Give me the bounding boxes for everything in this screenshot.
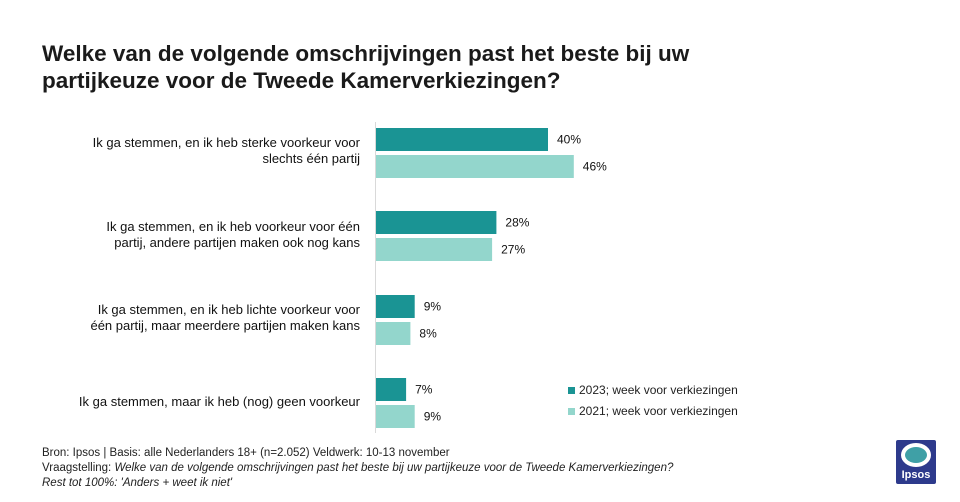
footer-question-text: Welke van de volgende omschrijvingen pas… xyxy=(114,462,674,474)
footer-source: Bron: Ipsos | Basis: alle Nederlanders 1… xyxy=(42,447,450,459)
footer-rest-text: Rest tot 100%: 'Anders + weet ik niet' xyxy=(42,477,233,489)
category-label-3-line-1: Ik ga stemmen, en ik heb lichte voorkeur… xyxy=(97,302,360,317)
legend-label-2021: 2021; week voor verkiezingen xyxy=(579,404,738,418)
logo-inner-shape xyxy=(905,447,927,463)
bar-2021-3 xyxy=(376,322,411,345)
bar-2021-4 xyxy=(376,405,415,428)
category-label-3-line-2: één partij, maar meerdere partijen maken… xyxy=(90,318,360,333)
legend-item-2021: 2021; week voor verkiezingen xyxy=(568,404,738,418)
chart-title: Welke van de volgende omschrijvingen pas… xyxy=(42,40,902,94)
logo-text: Ipsos xyxy=(901,469,931,481)
data-label-2023-1: 40% xyxy=(557,133,581,147)
category-label-4-line-1: Ik ga stemmen, maar ik heb (nog) geen vo… xyxy=(78,394,360,409)
data-label-2021-3: 8% xyxy=(419,327,437,341)
ipsos-logo: Ipsos xyxy=(896,440,936,484)
legend-label-2023: 2023; week voor verkiezingen xyxy=(579,383,738,397)
footer-rest-note: Rest tot 100%: 'Anders + weet ik niet' xyxy=(42,476,232,491)
data-label-2023-4: 7% xyxy=(415,383,433,397)
category-label-2-line-1: Ik ga stemmen, en ik heb voorkeur voor é… xyxy=(106,219,360,234)
bar-2021-1 xyxy=(376,155,574,178)
category-label-1-line-1: Ik ga stemmen, en ik heb sterke voorkeur… xyxy=(92,135,360,150)
data-label-2023-3: 9% xyxy=(424,300,442,314)
title-line-1: Welke van de volgende omschrijvingen pas… xyxy=(42,41,690,66)
bar-2023-2 xyxy=(376,211,497,234)
legend-item-2023: 2023; week voor verkiezingen xyxy=(568,383,738,397)
bar-2021-2 xyxy=(376,238,493,261)
category-label-4: Ik ga stemmen, maar ik heb (nog) geen vo… xyxy=(30,394,360,410)
footer-question: Vraagstelling: Welke van de volgende oms… xyxy=(42,461,673,476)
category-label-1: Ik ga stemmen, en ik heb sterke voorkeur… xyxy=(30,135,360,167)
bar-2023-4 xyxy=(376,378,407,401)
data-label-2021-2: 27% xyxy=(501,243,525,257)
legend-swatch-2021 xyxy=(568,407,575,415)
footer-question-prefix: Vraagstelling: xyxy=(42,462,115,474)
bar-2023-1 xyxy=(376,128,548,151)
data-label-2021-4: 9% xyxy=(424,410,442,424)
legend-swatch-2023 xyxy=(568,386,575,394)
category-label-3: Ik ga stemmen, en ik heb lichte voorkeur… xyxy=(30,302,360,334)
category-label-2: Ik ga stemmen, en ik heb voorkeur voor é… xyxy=(30,219,360,251)
bar-2023-3 xyxy=(376,295,415,318)
data-label-2021-1: 46% xyxy=(583,160,607,174)
category-label-2-line-2: partij, andere partijen maken ook nog ka… xyxy=(114,235,360,250)
title-line-2: partijkeuze voor de Tweede Kamerverkiezi… xyxy=(42,68,561,93)
category-label-1-line-2: slechts één partij xyxy=(262,151,360,166)
category-axis-line xyxy=(375,122,376,433)
data-label-2023-2: 28% xyxy=(505,216,529,230)
